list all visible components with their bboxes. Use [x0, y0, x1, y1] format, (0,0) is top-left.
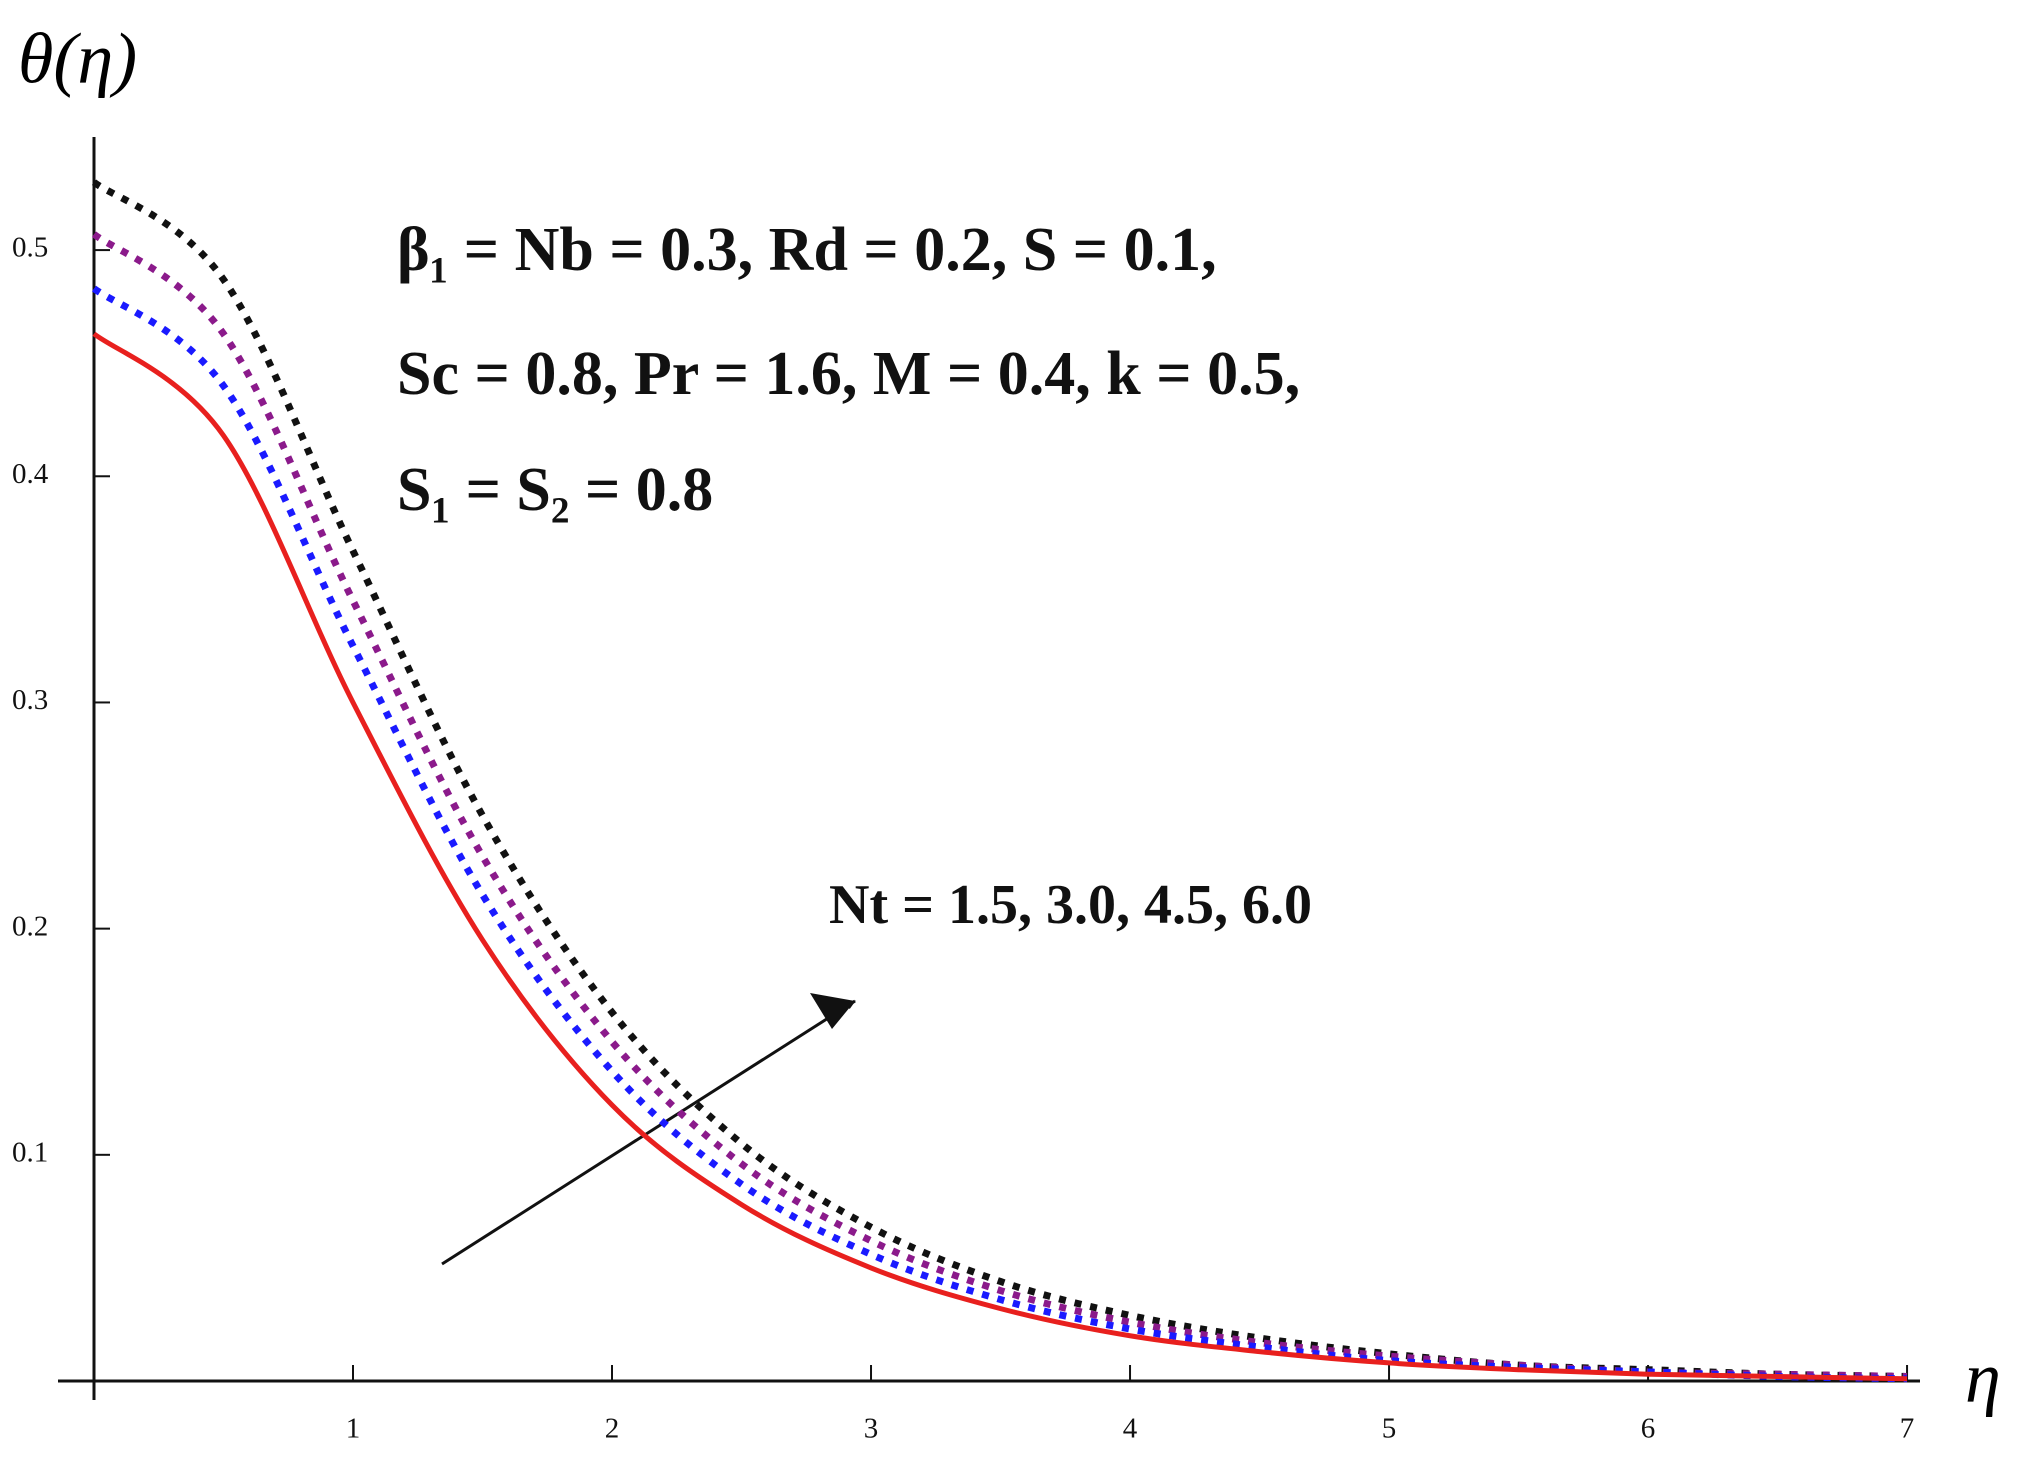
arrow — [441, 999, 856, 1266]
y-tick-label: 0.3 — [12, 684, 48, 716]
arrow-head — [810, 993, 855, 1029]
line-series — [91, 285, 1908, 1383]
x-tick-label: 1 — [346, 1413, 361, 1445]
line-series — [92, 331, 1908, 1382]
annotation: Nt = 1.5, 3.0, 4.5, 6.0 — [829, 874, 1312, 936]
annotation: β₁ = Nb = 0.3, Rd = 0.2, S = 0.1, — [397, 216, 1217, 284]
y-tick-label: 0.1 — [12, 1136, 48, 1168]
x-tick-label: 2 — [605, 1413, 620, 1445]
annotation: Sc = 0.8, Pr = 1.6, M = 0.4, k = 0.5, — [397, 340, 1300, 408]
x-tick-label: 6 — [1641, 1413, 1656, 1445]
x-tick-label: 7 — [1900, 1413, 1915, 1445]
y-tick-label: 0.2 — [12, 910, 48, 942]
annotation: S₁ = S₂ = 0.8 — [397, 456, 713, 524]
y-tick-label: 0.5 — [12, 232, 48, 264]
x-axis-label: η — [1965, 1338, 2001, 1418]
x-tick-label: 5 — [1382, 1413, 1397, 1445]
y-tick-label: 0.4 — [12, 458, 49, 490]
y-axis-label: θ(η) — [18, 19, 137, 99]
x-tick-label: 4 — [1123, 1413, 1138, 1445]
x-tick-label: 3 — [864, 1413, 879, 1445]
